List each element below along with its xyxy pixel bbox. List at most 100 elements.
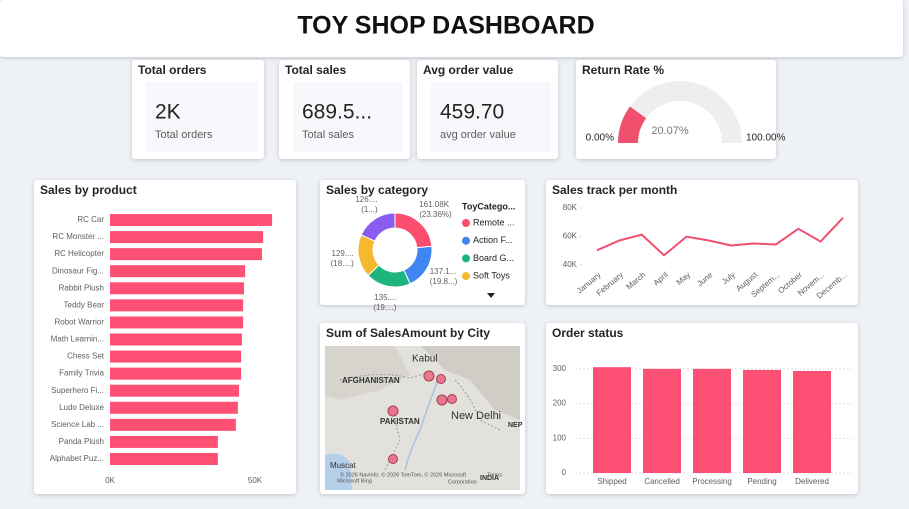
y-tick-label: Alphabet Puz...	[50, 454, 104, 463]
gauge-value-label: 20.07%	[651, 125, 689, 137]
header-panel	[0, 0, 903, 57]
dashboard-title: TOY SHOP DASHBOARD	[297, 12, 594, 40]
border	[339, 371, 501, 471]
legend-label: Soft Toys	[473, 270, 510, 280]
y-tick-label: 80K	[563, 203, 578, 212]
bar	[110, 350, 242, 363]
bar	[110, 299, 244, 312]
river	[404, 374, 441, 471]
bar	[110, 214, 273, 226]
data-label: (19....)	[373, 303, 396, 312]
map-credit: © 2026 NavInfo, © 2026 TomTom, © 2026 Mi…	[340, 471, 467, 478]
legend-swatch	[462, 272, 470, 281]
legend-swatch	[462, 254, 470, 263]
map-label: PAKISTAN	[380, 417, 420, 426]
water	[325, 453, 352, 490]
panel-title: Sales by category	[326, 183, 428, 197]
bar	[110, 435, 218, 448]
map-credit: Microsoft Bing	[337, 478, 372, 484]
donut-slice	[360, 212, 396, 242]
card-title: Total orders	[138, 63, 207, 77]
bar	[110, 333, 242, 346]
bar	[110, 384, 240, 397]
panel-title: Sales track per month	[552, 183, 677, 197]
y-tick-label: 300	[553, 364, 567, 373]
y-tick-label: RC Car	[77, 215, 104, 224]
data-label: (23.36%)	[419, 210, 452, 219]
city-bubble[interactable]	[447, 394, 457, 404]
city-bubble[interactable]	[436, 374, 446, 384]
y-tick-label: RC Monster ...	[52, 232, 104, 241]
x-tick-label: Pending	[747, 477, 776, 486]
legend-swatch	[462, 219, 470, 227]
map-label: AFGHANISTAN	[342, 376, 400, 385]
panel-title: Return Rate %	[582, 63, 664, 77]
y-tick-label: Dinosaur Fig...	[52, 266, 104, 275]
map[interactable]: Kabul AFGHANISTAN PAKISTAN New Delhi NEP…	[325, 346, 523, 490]
map-credit: Corporation	[448, 479, 477, 485]
data-label: 126....	[355, 195, 377, 204]
card-value: 459.70	[440, 101, 504, 124]
bar	[110, 248, 262, 261]
card-value: 689.5...	[302, 101, 372, 124]
panel-title: Sales by product	[40, 183, 137, 197]
panel-title: Sum of SalesAmount by City	[326, 326, 490, 340]
x-tick-label: Processing	[692, 477, 732, 486]
card-inner	[431, 82, 551, 152]
city-bubble[interactable]	[387, 405, 399, 417]
card-inner	[146, 82, 258, 152]
legend-label: Remote ...	[473, 217, 515, 227]
x-tick-label: Cancelled	[644, 477, 680, 486]
bar	[593, 367, 631, 473]
terrain	[325, 346, 410, 400]
legend-scroll[interactable]	[487, 293, 495, 298]
bar	[110, 452, 218, 465]
bar	[110, 316, 244, 329]
city-bubble[interactable]	[436, 394, 448, 406]
bar	[110, 231, 264, 244]
x-tick-label: 50K	[248, 476, 263, 485]
y-tick-label: Family Trivia	[59, 369, 104, 378]
x-tick-label: Shipped	[597, 477, 626, 486]
y-tick-label: 200	[553, 399, 567, 408]
data-label: 137.1...	[430, 267, 457, 276]
y-tick-label: Panda Plush	[59, 437, 104, 446]
bar	[110, 282, 244, 295]
line	[596, 217, 844, 257]
y-tick-label: 60K	[563, 232, 578, 241]
data-label: (1...)	[361, 205, 378, 214]
map-label: INDIA	[480, 475, 499, 482]
card-label: Total orders	[155, 129, 213, 141]
y-tick-label: 100	[553, 433, 567, 442]
y-tick-label: Rabbit Plush	[59, 283, 104, 292]
legend-label: Action F...	[473, 235, 513, 245]
map-credit: Terms	[487, 472, 502, 478]
y-tick-label: Superhero Fi...	[51, 386, 104, 395]
card-label: Total sales	[302, 129, 354, 141]
y-tick-label: Chess Set	[67, 352, 105, 361]
city-bubble[interactable]	[388, 454, 398, 464]
gauge-limit-label: 0.00%	[586, 133, 614, 144]
x-tick-label: Delivered	[795, 477, 829, 486]
bar	[693, 368, 731, 473]
bar	[110, 418, 236, 431]
data-label: (19.8...)	[430, 277, 458, 286]
gauge-track	[618, 81, 742, 143]
data-label: (18....)	[331, 259, 354, 268]
x-tick-label: 0K	[105, 476, 115, 485]
bar	[110, 265, 246, 278]
city-bubble[interactable]	[423, 370, 435, 382]
month-panel	[546, 180, 858, 305]
y-tick-label: Teddy Bear	[64, 300, 105, 309]
y-tick-label: 40K	[563, 260, 578, 269]
y-tick-label: Ludo Deluxe	[59, 403, 104, 412]
card-value: 2K	[155, 101, 181, 124]
card-label: avg order value	[440, 129, 516, 141]
bar	[110, 401, 238, 414]
bar	[743, 369, 781, 473]
data-label: 135....	[374, 293, 396, 302]
bar	[110, 367, 242, 380]
map-label: Muscat	[330, 461, 357, 470]
bar	[793, 370, 831, 473]
